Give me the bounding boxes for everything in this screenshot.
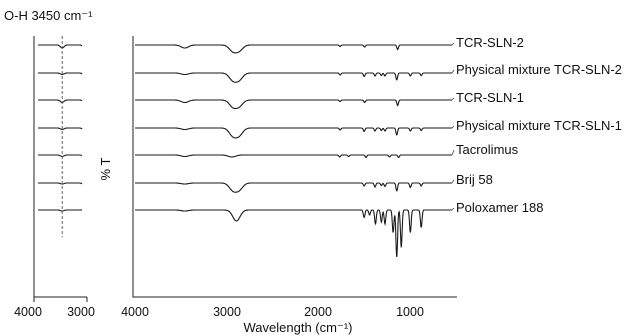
- series-leader-physical-mixture-tcr-sln-1: [451, 125, 455, 129]
- series-line-brij-58: [135, 182, 452, 193]
- series-label-physical-mixture-tcr-sln-1: Physical mixture TCR-SLN-1: [456, 118, 622, 133]
- inset-traces: [38, 36, 83, 237]
- series-line-tacrolimus: [135, 154, 452, 158]
- series-line-poloxamer-188: [135, 209, 452, 257]
- inset-series-line-tacrolimus: [38, 154, 83, 158]
- y-axis-label: % T: [98, 158, 113, 181]
- inset-series-line-brij-58: [38, 182, 83, 185]
- series-leader-tacrolimus: [451, 149, 455, 156]
- series-labels: TCR-SLN-2 Physical mixture TCR-SLN-2 TCR-S…: [451, 35, 622, 215]
- main-axes: 4000 3000 2000 1000 Wavelength (cm⁻¹) % …: [98, 36, 457, 335]
- inset-series-line-tcr-sln-2: [38, 44, 83, 49]
- series-leader-tcr-sln-1: [451, 97, 455, 101]
- inset-tick-3000: 3000: [67, 305, 95, 319]
- series-line-tcr-sln-2: [135, 44, 452, 54]
- series-line-tcr-sln-1: [135, 99, 452, 110]
- inset-title: O-H 3450 cm⁻¹: [4, 8, 93, 23]
- main-tick-2000: 2000: [304, 305, 332, 319]
- main-traces: [135, 44, 452, 257]
- main-tick-1000: 1000: [396, 305, 424, 319]
- series-leader-poloxamer-188: [451, 207, 455, 211]
- series-label-tacrolimus: Tacrolimus: [456, 142, 519, 157]
- series-line-physical-mixture-tcr-sln-2: [135, 72, 452, 83]
- series-line-physical-mixture-tcr-sln-1: [135, 127, 452, 139]
- series-leader-physical-mixture-tcr-sln-2: [451, 69, 455, 74]
- series-label-tcr-sln-2: TCR-SLN-2: [456, 35, 524, 50]
- series-label-brij-58: Brij 58: [456, 172, 493, 187]
- series-label-tcr-sln-1: TCR-SLN-1: [456, 90, 524, 105]
- inset-axes: 4000 3000: [14, 36, 95, 319]
- inset-tick-4000: 4000: [14, 305, 42, 319]
- series-leader-tcr-sln-2: [451, 42, 455, 46]
- series-label-poloxamer-188: Poloxamer 188: [456, 200, 543, 215]
- main-tick-3000: 3000: [213, 305, 241, 319]
- series-leader-brij-58: [451, 179, 455, 184]
- main-tick-4000: 4000: [121, 305, 149, 319]
- inset-series-line-tcr-sln-1: [38, 99, 83, 104]
- inset-series-line-physical-mixture-tcr-sln-1: [38, 127, 83, 131]
- inset-series-line-poloxamer-188: [38, 209, 82, 212]
- series-label-physical-mixture-tcr-sln-2: Physical mixture TCR-SLN-2: [456, 62, 622, 77]
- inset-series-line-physical-mixture-tcr-sln-2: [38, 72, 83, 76]
- x-axis-label: Wavelength (cm⁻¹): [244, 320, 353, 335]
